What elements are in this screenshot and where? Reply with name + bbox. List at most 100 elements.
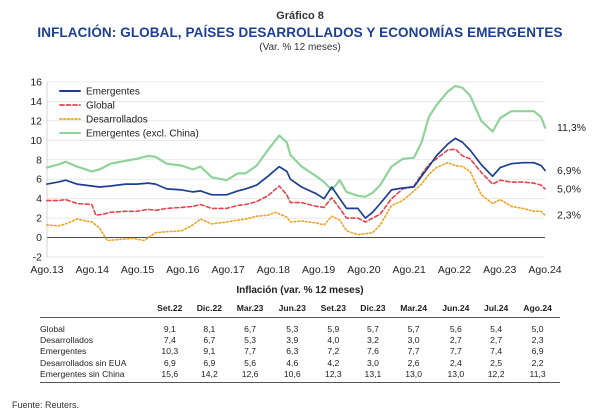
x-tick-label: Ago.20	[347, 264, 380, 276]
inflation-table: Set.22 Dic.22 Mar.23 Jun.23 Set.23 Dic.23 Mar.…	[40, 300, 560, 384]
table-row-label: Desarrollados sin EUA	[40, 357, 127, 368]
table-column-header: Dic.22	[189, 300, 230, 318]
y-tick-label: 0	[36, 232, 42, 244]
table-cell: 7,6	[366, 346, 379, 357]
table-cell: 6,3	[286, 346, 299, 357]
table-cell: 2,7	[490, 335, 503, 346]
table-corner	[40, 300, 150, 318]
table-column-header: Ago.24	[515, 300, 560, 318]
series-lines	[45, 84, 547, 242]
y-tick-label: 14	[30, 96, 42, 108]
table-cell: 7,4	[490, 346, 503, 357]
table-cell: 7,7	[449, 346, 462, 357]
table-row-label: Emergentes sin China	[40, 368, 150, 384]
table-cell: 7,2	[327, 346, 340, 357]
table-cell: 13,1	[353, 368, 393, 384]
end-labels: 6,9% 5,0% 2,3% 11,3%	[557, 122, 586, 222]
table-cell: 9,1	[203, 346, 216, 357]
table-cell: 15,6	[150, 368, 190, 384]
table-row: Global 9,1 8,1 6,7 5,3 5,9 5,7 5,7 5,6 5,4 5,0	[40, 318, 560, 336]
table-cell: 5,7	[407, 324, 420, 334]
table-cell: 5,3	[244, 335, 257, 346]
x-tick-label: Ago.17	[211, 264, 244, 276]
table-cell: 6,9	[163, 357, 176, 368]
table-row: Desarrollados sin EUA 6,9 6,9 5,6 4,6 4,2 3,0 2…	[40, 358, 560, 369]
x-tick-label: Ago.15	[121, 264, 154, 276]
source-note: Fuente: Reuters.	[12, 400, 80, 410]
table-cell: 13,0	[392, 368, 435, 384]
x-tick-label: Ago.14	[76, 264, 109, 276]
table-cell: 6,9	[203, 357, 216, 368]
table-cell: 4,0	[327, 335, 340, 346]
table-cell: 2,2	[531, 357, 544, 368]
table-cell: 8,1	[203, 324, 216, 334]
x-tick-label: Ago.18	[257, 264, 290, 276]
legend-label: Global	[86, 101, 115, 112]
y-tick-label: 8	[36, 154, 42, 166]
legend-label: Emergentes (excl. China)	[86, 129, 199, 140]
table-cell: 7,4	[163, 335, 176, 346]
y-tick-label: 2	[36, 213, 42, 225]
axes: -2 0 2 4 6 8 10 12 14 16 Ago.13 Ago.14 Ago.15 Ago.16 A…	[30, 77, 561, 277]
legend-label: Desarrollados	[86, 115, 148, 126]
chart-title: INFLACIÓN: GLOBAL, PAÍSES DESARROLLADOS …	[37, 25, 563, 40]
series-line-desarrollados	[46, 161, 546, 242]
chart-kicker: Gráfico 8	[276, 10, 324, 22]
y-tick-label: -2	[33, 252, 42, 264]
table-cell: 5,6	[244, 357, 257, 368]
y-tick-label: 16	[30, 77, 42, 89]
table-row: Desarrollados 7,4 6,7 5,3 3,9 4,0 3,2 3,0 2,7 2,7…	[40, 335, 560, 346]
table-cell: 2,3	[531, 335, 544, 346]
table-cell: 10,3	[161, 346, 179, 357]
table-column-header: Jun.23	[270, 300, 314, 318]
table-cell: 10,6	[270, 368, 314, 384]
table-cell: 13,0	[434, 368, 478, 384]
table-cell: 6,9	[531, 346, 544, 357]
x-tick-label: Ago.23	[483, 264, 516, 276]
table-cell: 3,9	[286, 335, 299, 346]
table-cell: 2,4	[449, 357, 462, 368]
table-cell: 7,7	[407, 346, 420, 357]
table-column-header: Jul.24	[477, 300, 516, 318]
table-cell: 3,0	[366, 357, 379, 368]
table-cell: 9,1	[163, 324, 176, 334]
x-tick-label: Ago.19	[302, 264, 335, 276]
table-column-header: Jun.24	[434, 300, 478, 318]
x-tick-label: Ago.24	[528, 264, 561, 276]
series-end-label: 6,9%	[557, 165, 581, 177]
legend: Emergentes Global Desarrollados Emergentes …	[59, 87, 199, 140]
table-title: Inflación (var. % 12 meses)	[236, 285, 364, 296]
table-cell: 2,5	[490, 357, 503, 368]
table-cell: 5,6	[449, 324, 462, 334]
table-header-row: Set.22 Dic.22 Mar.23 Jun.23 Set.23 Dic.23 Mar.…	[40, 300, 560, 318]
y-tick-label: 12	[30, 115, 42, 127]
series-line-emergentes-excl-china	[45, 84, 547, 198]
table-cell: 7,7	[244, 346, 257, 357]
table-cell: 11,3	[515, 368, 560, 384]
table-column-header: Mar.24	[392, 300, 435, 318]
table-cell: 4,6	[286, 357, 299, 368]
y-tick-label: 6	[36, 174, 42, 186]
table-cell: 5,0	[531, 324, 544, 334]
x-tick-label: Ago.21	[393, 264, 426, 276]
table-row: Emergentes 10,3 9,1 7,7 6,3 7,2 7,6 7,7 7,7 7,4 6,…	[40, 346, 560, 357]
table-cell: 14,2	[189, 368, 230, 384]
table-column-header: Set.23	[313, 300, 354, 318]
inflation-line-chart: -2 0 2 4 6 8 10 12 14 16 Ago.13 Ago.14 Ago.15 Ago.16 A…	[30, 77, 586, 277]
series-end-label: 11,3%	[557, 122, 586, 134]
table-row-label: Global	[40, 324, 65, 334]
legend-label: Emergentes	[86, 87, 140, 98]
table-column-header: Dic.23	[353, 300, 393, 318]
table-cell: 4,2	[327, 357, 340, 368]
x-tick-label: Ago.13	[30, 264, 63, 276]
table-row-label: Desarrollados	[40, 335, 94, 346]
table-cell: 12,3	[313, 368, 354, 384]
table-cell: 12,6	[229, 368, 271, 384]
series-line-global	[46, 148, 546, 223]
table-row-label: Emergentes	[40, 346, 87, 357]
table-column-header: Set.22	[150, 300, 190, 318]
series-end-label: 2,3%	[557, 210, 581, 222]
chart-subtitle: (Var. % 12 meses)	[259, 42, 341, 53]
x-tick-label: Ago.22	[438, 264, 471, 276]
table-cell: 12,2	[477, 368, 516, 384]
